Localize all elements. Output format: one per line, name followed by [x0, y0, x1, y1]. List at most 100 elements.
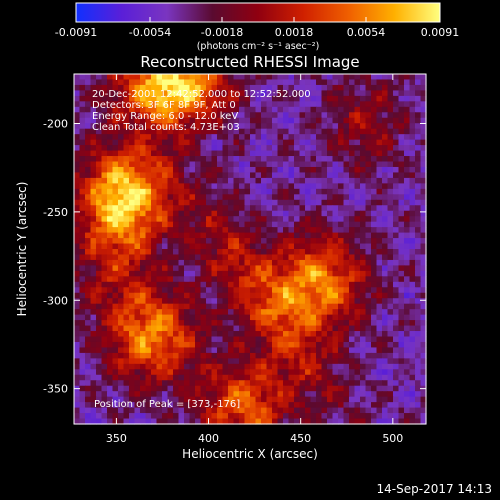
heatmap-cell: [85, 363, 92, 370]
heatmap-cell: [376, 238, 383, 245]
heatmap-cell: [173, 292, 180, 299]
heatmap-cell: [140, 331, 147, 338]
heatmap-cell: [338, 232, 345, 239]
heatmap-cell: [316, 287, 323, 294]
heatmap-cell: [228, 123, 235, 130]
heatmap-cell: [272, 303, 279, 310]
heatmap-cell: [272, 287, 279, 294]
heatmap-cell: [277, 385, 284, 392]
heatmap-cell: [123, 188, 130, 195]
heatmap-cell: [107, 287, 114, 294]
heatmap-cell: [217, 139, 224, 146]
heatmap-cell: [327, 90, 334, 97]
heatmap-cell: [74, 156, 81, 163]
heatmap-cell: [310, 287, 317, 294]
heatmap-cell: [321, 270, 328, 277]
heatmap-cell: [239, 325, 246, 332]
heatmap-cell: [156, 117, 163, 124]
heatmap-cell: [134, 380, 141, 387]
heatmap-cell: [200, 385, 207, 392]
heatmap-cell: [266, 194, 273, 201]
heatmap-cell: [387, 276, 394, 283]
heatmap-cell: [299, 95, 306, 102]
heatmap-cell: [184, 331, 191, 338]
heatmap-cell: [382, 281, 389, 288]
heatmap-cell: [233, 391, 240, 398]
heatmap-cell: [184, 134, 191, 141]
heatmap-cell: [101, 413, 108, 420]
heatmap-cell: [404, 134, 411, 141]
heatmap-cell: [420, 232, 427, 239]
heatmap-cell: [288, 369, 295, 376]
heatmap-cell: [327, 106, 334, 113]
heatmap-cell: [266, 287, 273, 294]
heatmap-cell: [217, 84, 224, 92]
heatmap-cell: [162, 101, 169, 108]
heatmap-cell: [195, 221, 202, 228]
heatmap-cell: [107, 276, 114, 283]
heatmap-cell: [129, 145, 136, 152]
heatmap-cell: [90, 259, 97, 267]
heatmap-cell: [404, 254, 411, 261]
heatmap-cell: [222, 402, 229, 409]
heatmap-cell: [387, 216, 394, 223]
heatmap-cell: [338, 117, 345, 124]
heatmap-cell: [184, 265, 191, 272]
heatmap-cell: [184, 216, 191, 223]
heatmap-cell: [140, 254, 147, 261]
heatmap-cell: [294, 112, 301, 119]
heatmap-cell: [316, 331, 323, 338]
heatmap-cell: [376, 145, 383, 152]
heatmap-cell: [189, 270, 196, 277]
heatmap-cell: [90, 150, 97, 157]
heatmap-cell: [415, 194, 422, 201]
heatmap-cell: [211, 249, 218, 256]
heatmap-cell: [129, 254, 136, 261]
heatmap-cell: [178, 172, 185, 179]
heatmap-cell: [156, 249, 163, 256]
heatmap-cell: [200, 347, 207, 354]
heatmap-cell: [184, 402, 191, 409]
heatmap-cell: [189, 84, 196, 92]
heatmap-cell: [222, 374, 229, 381]
heatmap-cell: [398, 101, 405, 108]
heatmap-cell: [404, 117, 411, 124]
heatmap-cell: [365, 74, 372, 81]
heatmap-cell: [90, 84, 97, 92]
heatmap-cell: [107, 106, 114, 113]
heatmap-cell: [74, 205, 81, 212]
heatmap-cell: [261, 145, 268, 152]
heatmap-cell: [354, 199, 361, 206]
heatmap-cell: [382, 298, 389, 305]
heatmap-cell: [228, 254, 235, 261]
heatmap-cell: [409, 194, 416, 201]
heatmap-cell: [415, 117, 422, 124]
heatmap-cell: [200, 139, 207, 146]
heatmap-cell: [145, 183, 152, 190]
heatmap-cell: [74, 166, 81, 174]
heatmap-cell: [277, 249, 284, 256]
heatmap-cell: [107, 188, 114, 195]
heatmap-cell: [200, 402, 207, 409]
heatmap-cell: [173, 418, 180, 425]
heatmap-cell: [178, 358, 185, 365]
heatmap-cell: [261, 183, 268, 190]
heatmap-cell: [272, 194, 279, 201]
heatmap-cell: [327, 391, 334, 398]
heatmap-cell: [376, 84, 383, 92]
heatmap-cell: [74, 243, 81, 250]
heatmap-cell: [365, 112, 372, 119]
heatmap-cell: [112, 298, 119, 305]
x-axis-ticks: 350 400 450 500: [106, 74, 403, 445]
heatmap-cell: [398, 331, 405, 338]
heatmap-cell: [420, 265, 427, 272]
heatmap-cell: [228, 385, 235, 392]
heatmap-cell: [217, 194, 224, 201]
heatmap-cell: [151, 166, 158, 174]
heatmap-cell: [332, 418, 339, 425]
heatmap-cell: [316, 413, 323, 420]
heatmap-cell: [398, 183, 405, 190]
heatmap-cell: [206, 391, 213, 398]
heatmap-cell: [85, 380, 92, 387]
heatmap-cell: [283, 402, 290, 409]
